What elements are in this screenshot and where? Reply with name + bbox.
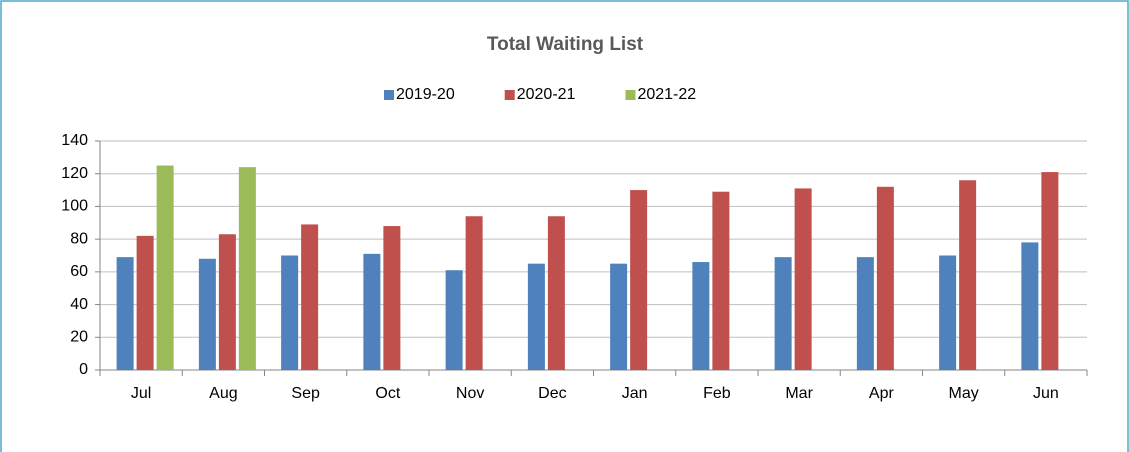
x-tick-label: Aug <box>209 385 237 402</box>
bar <box>281 255 299 370</box>
bar <box>238 167 256 370</box>
x-tick-label: Oct <box>375 385 400 402</box>
bar <box>363 253 381 370</box>
bar <box>959 180 977 370</box>
bar <box>383 226 401 370</box>
legend-swatch <box>504 90 515 100</box>
y-tick-label: 20 <box>70 329 88 346</box>
bar <box>794 188 812 370</box>
bar <box>774 257 792 370</box>
y-tick-label: 80 <box>70 230 88 247</box>
x-tick-label: Dec <box>538 385 566 402</box>
legend-label: 2021-22 <box>637 86 696 103</box>
bar <box>1041 172 1059 370</box>
y-tick-label: 40 <box>70 296 88 313</box>
bar <box>218 234 236 370</box>
bar <box>692 262 710 370</box>
bar <box>198 258 216 370</box>
legend-label: 2019-20 <box>396 86 455 103</box>
y-tick-label: 60 <box>70 263 88 280</box>
bar <box>527 263 545 370</box>
y-tick-label: 140 <box>61 132 88 149</box>
y-tick-label: 120 <box>61 165 88 182</box>
bar <box>136 235 154 370</box>
x-tick-label: Nov <box>456 385 484 402</box>
x-tick-label: Apr <box>869 385 895 402</box>
x-tick-label: Jun <box>1033 385 1059 402</box>
x-tick-label: Jul <box>131 385 151 402</box>
bar <box>610 263 628 370</box>
bar <box>547 216 565 370</box>
bar <box>856 257 874 370</box>
legend-label: 2020-21 <box>517 86 576 103</box>
bar <box>630 190 648 370</box>
bar <box>156 165 174 370</box>
legend-swatch <box>384 90 394 100</box>
x-tick-label: Feb <box>703 385 731 402</box>
bar <box>116 257 134 370</box>
y-tick-label: 100 <box>61 198 88 215</box>
bar <box>465 216 483 370</box>
bar <box>301 224 319 370</box>
bar <box>876 186 894 370</box>
y-tick-label: 0 <box>79 361 88 378</box>
bar <box>939 255 957 370</box>
x-tick-label: Sep <box>291 385 320 402</box>
bar <box>1021 242 1039 370</box>
x-tick-label: Jan <box>622 385 648 402</box>
bar <box>712 191 730 370</box>
chart-title: Total Waiting List <box>487 34 644 55</box>
legend-swatch <box>625 90 636 100</box>
x-tick-label: May <box>949 385 979 402</box>
x-tick-label: Mar <box>785 385 813 402</box>
bar <box>445 270 463 370</box>
